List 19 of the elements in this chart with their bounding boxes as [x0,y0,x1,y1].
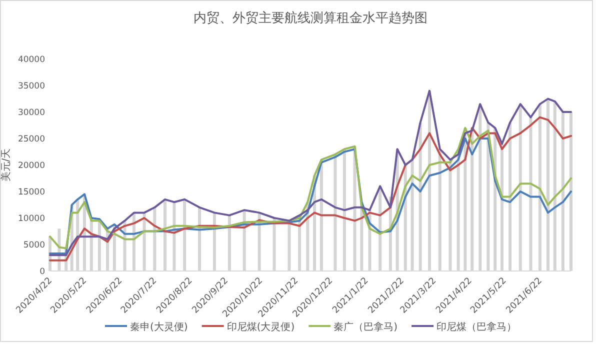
y-tick-label: 10000 [18,214,45,224]
y-tick-label: 5000 [23,240,45,250]
chart-title: 内贸、外贸主要航线测算租金水平趋势图 [194,10,428,26]
y-tick-label: 35000 [18,82,45,92]
legend: 秦广（巴拿马) [308,322,398,333]
legend-label: 秦广（巴拿马) [334,321,398,333]
y-tick-label: 20000 [18,161,45,171]
legend: 印尼煤(大灵便) [202,322,295,333]
y-axis-title: 美元/天 [0,148,12,182]
y-tick-label: 40000 [18,55,45,65]
y-tick-label: 0 [40,267,45,277]
legend-label: 印尼煤(大灵便) [226,321,295,333]
y-tick-label: 15000 [18,188,45,198]
legend: 印尼煤（巴拿马） [412,322,517,333]
legend: 秦申(大灵便) [105,322,188,333]
legend-label: 秦申(大灵便) [130,321,188,333]
legend-label: 印尼煤（巴拿马） [436,321,517,333]
y-tick-label: 25000 [18,134,45,144]
y-tick-label: 30000 [18,108,45,118]
